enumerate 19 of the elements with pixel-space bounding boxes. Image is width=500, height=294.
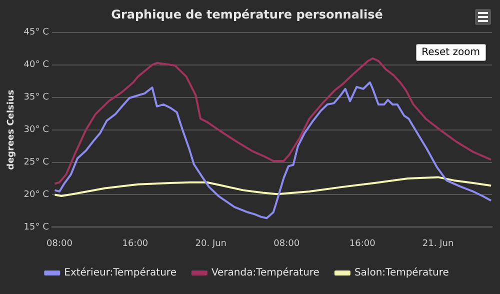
y-tick-label: 45° C [24, 28, 49, 38]
y-tick-label: 30° C [24, 125, 49, 136]
x-tick-label: 08:00 [46, 238, 73, 249]
y-tick-label: 15° C [24, 222, 49, 233]
x-tick-label: 20. Jun [195, 238, 227, 249]
legend-label: Veranda:Température [211, 268, 320, 279]
y-tick-label: 25° C [24, 158, 49, 168]
x-tick-label: 08:00 [274, 238, 300, 249]
annotation: Reset zoom [416, 44, 486, 61]
y-tick-label: 40° C [24, 60, 49, 70]
legend-label: Extérieur:Température [64, 268, 176, 279]
y-axis-title: degrees Celsius [6, 90, 17, 170]
chart-title: Graphique de température personnalisé [111, 7, 383, 22]
y-tick-label: 20° C [24, 190, 49, 200]
x-tick-label: 16:00 [122, 238, 148, 249]
y-tick-label: 35° C [24, 92, 49, 103]
x-tick-label: 21. Jun [422, 238, 454, 249]
legend-label: Salon:Température [354, 268, 449, 279]
x-tick-label: 16:00 [349, 238, 376, 249]
